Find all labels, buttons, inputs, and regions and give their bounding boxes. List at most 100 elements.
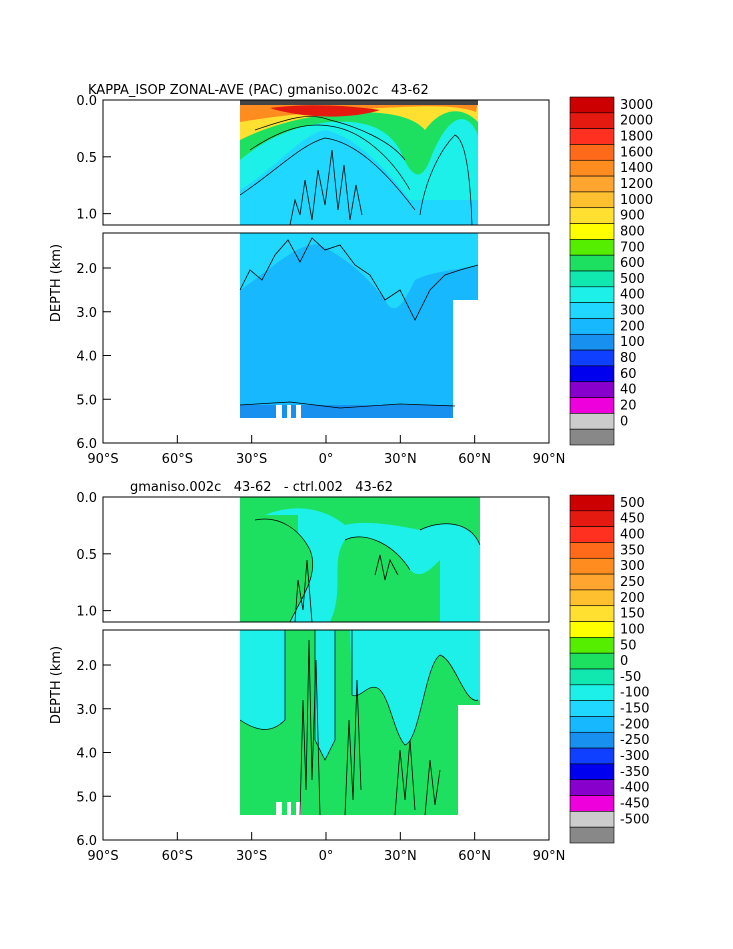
colorbar-swatch xyxy=(569,621,615,638)
colorbar-label: -100 xyxy=(620,686,650,701)
colorbar-swatch xyxy=(569,254,615,272)
panel-2-upper-frame xyxy=(102,496,550,623)
colorbar-label: 1400 xyxy=(620,161,653,176)
colorbar-label: 1000 xyxy=(620,193,653,208)
colorbar-label: 350 xyxy=(620,543,645,558)
colorbar-swatch xyxy=(569,302,615,319)
colorbar-label: 900 xyxy=(620,209,645,224)
colorbar-label: 500 xyxy=(620,272,645,287)
ytick-label: 3.0 xyxy=(76,306,97,321)
colorbar-swatch xyxy=(569,557,615,575)
ytick-label: 0.0 xyxy=(76,94,97,109)
panel-1-yticks-lower: 2.0 3.0 4.0 5.0 6.0 xyxy=(76,262,111,452)
colorbar-swatch xyxy=(569,811,615,828)
xtick-label: 90°N xyxy=(533,849,566,864)
panel-1-colorbar: 3000200018001600140012001000900800700600… xyxy=(569,96,653,446)
panel-2-colorbar: 500450400350300250200150100500-50-100-15… xyxy=(569,494,650,844)
ytick-label: 2.0 xyxy=(76,262,97,277)
colorbar-label: 0 xyxy=(620,414,628,429)
colorbar-label: 1800 xyxy=(620,130,653,145)
p2-lower-noise xyxy=(299,639,441,816)
colorbar-label: 450 xyxy=(620,512,645,527)
colorbar-label: -450 xyxy=(620,796,650,811)
colorbar-swatch xyxy=(569,175,615,193)
p1-lower-seafloor-east xyxy=(453,300,478,418)
p1-lower-gap-2 xyxy=(287,405,291,418)
ytick-label: 3.0 xyxy=(76,703,97,718)
colorbar-label: 20 xyxy=(620,398,637,413)
colorbar-swatch xyxy=(569,112,615,129)
xtick-label: 60°N xyxy=(458,849,491,864)
colorbar-swatch xyxy=(569,526,615,543)
p2-upper-band-neg50 xyxy=(255,508,480,622)
colorbar-swatch xyxy=(569,397,615,414)
colorbar-swatch xyxy=(569,542,615,559)
xtick-label: 90°N xyxy=(533,452,566,467)
colorbar-label: -250 xyxy=(620,733,650,748)
colorbar-swatch xyxy=(569,731,615,749)
p1-lower-bottom-band xyxy=(240,405,455,418)
colorbar-label: 300 xyxy=(620,559,645,574)
ytick-label: 6.0 xyxy=(76,437,97,452)
panel-1-yticks-upper: 0.0 0.5 1.0 xyxy=(76,94,111,223)
colorbar-label: 60 xyxy=(620,367,637,382)
colorbar-label: 400 xyxy=(620,288,645,303)
colorbar-swatch xyxy=(569,747,615,765)
colorbar-label: -400 xyxy=(620,781,650,796)
colorbar-swatch xyxy=(569,573,615,591)
p2-lower-seafloor-east xyxy=(458,705,480,815)
xtick-label: 60°N xyxy=(458,452,491,467)
colorbar-label: -200 xyxy=(620,717,650,732)
xtick-label: 60°S xyxy=(162,849,193,864)
colorbar-swatch xyxy=(569,779,615,796)
colorbar-swatch xyxy=(569,795,615,812)
colorbar-label: 40 xyxy=(620,383,637,398)
colorbar-label: -150 xyxy=(620,702,650,717)
colorbar-swatch xyxy=(569,318,615,335)
ytick-label: 5.0 xyxy=(76,790,97,805)
colorbar-swatch xyxy=(569,652,615,670)
p1-upper-surface xyxy=(240,100,478,105)
colorbar-swatch xyxy=(569,191,615,209)
colorbar-label: 250 xyxy=(620,575,645,590)
colorbar-swatch xyxy=(569,365,615,383)
colorbar-swatch xyxy=(569,700,615,717)
p1-upper-mid-tongue xyxy=(240,130,420,225)
colorbar-swatch xyxy=(569,826,615,844)
colorbar-swatch xyxy=(569,207,615,224)
panel-2-lower-field xyxy=(239,630,480,816)
colorbar-label: 400 xyxy=(620,528,645,543)
p2-lower-contours xyxy=(239,630,479,761)
xtick-label: 90°S xyxy=(87,849,118,864)
colorbar-swatch xyxy=(569,413,615,430)
colorbar-label: -300 xyxy=(620,749,650,764)
p1-lower-gap-3 xyxy=(296,405,301,418)
p1-lower-bottom-contour xyxy=(239,401,456,409)
colorbar-swatch xyxy=(569,270,615,288)
ytick-label: 4.0 xyxy=(76,350,97,365)
p1-upper-band-1400 xyxy=(240,100,478,122)
colorbar-swatch xyxy=(569,286,615,303)
colorbar-swatch xyxy=(569,381,615,398)
ytick-label: 0.5 xyxy=(76,548,97,563)
colorbar-label: 0 xyxy=(620,654,628,669)
ytick-label: 0.5 xyxy=(76,151,97,166)
colorbar-label: 800 xyxy=(620,224,645,239)
colorbar-swatch xyxy=(569,159,615,177)
ytick-label: 2.0 xyxy=(76,659,97,674)
colorbar-swatch xyxy=(569,716,615,733)
p1-lower-contour xyxy=(239,237,479,321)
p1-lower-band-400 xyxy=(240,233,478,309)
panel-2-upper-field xyxy=(240,497,481,622)
colorbar-swatch xyxy=(569,144,615,161)
p1-contour-c xyxy=(239,137,416,211)
colorbar-label: -50 xyxy=(620,670,641,685)
ytick-label: 4.0 xyxy=(76,747,97,762)
colorbar-label: 200 xyxy=(620,319,645,334)
panel-1-upper-field xyxy=(239,100,478,225)
colorbar-swatch xyxy=(569,763,615,781)
colorbar-swatch xyxy=(569,349,615,367)
colorbar-label: 1200 xyxy=(620,177,653,192)
p1-contour-noise xyxy=(289,149,363,225)
